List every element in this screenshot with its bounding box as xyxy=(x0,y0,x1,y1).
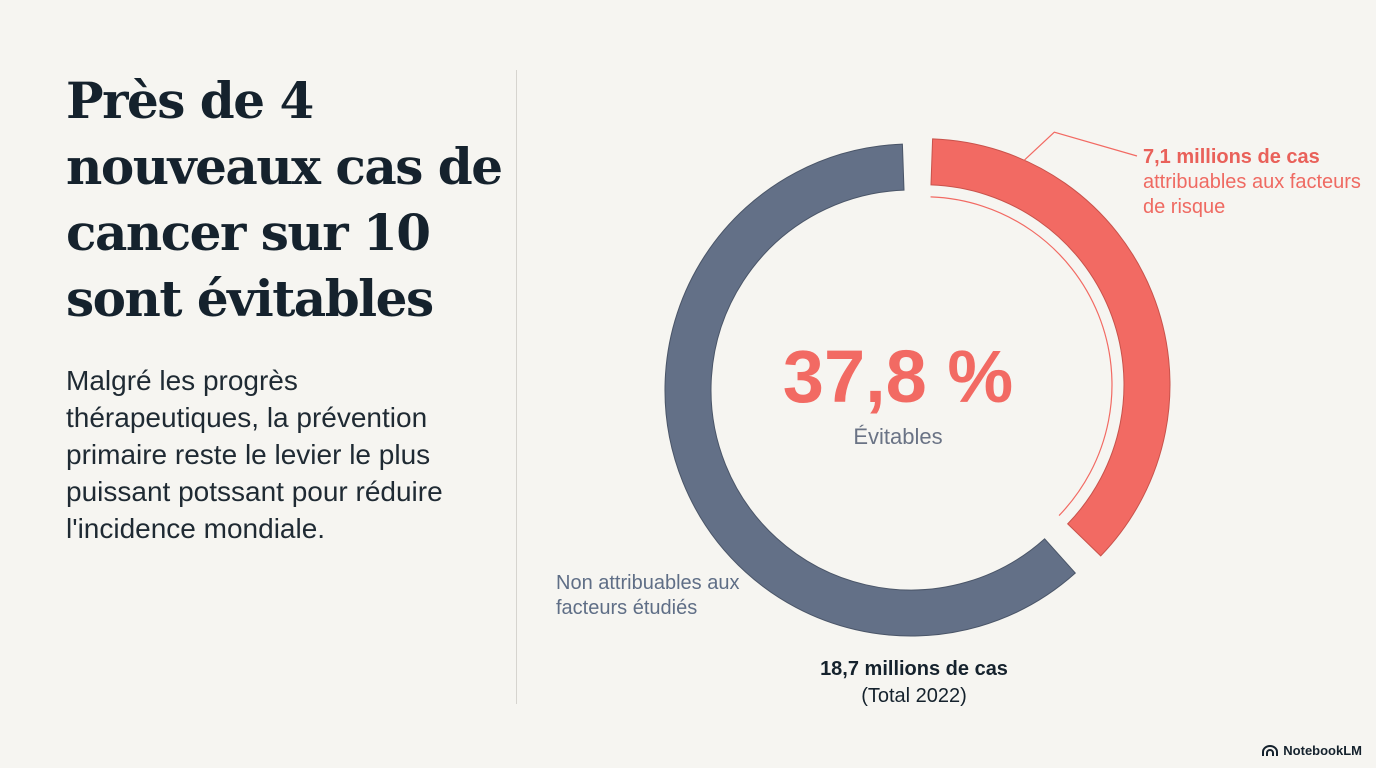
brand: NotebookLM xyxy=(1262,743,1362,758)
center-label: Évitables xyxy=(853,424,942,449)
total-note: (Total 2022) xyxy=(861,685,967,707)
total-cases: 18,7 millions de cas (Total 2022) xyxy=(764,656,1064,710)
legend-evitables: 7,1 millions de cas attribuables aux fac… xyxy=(1143,145,1363,220)
inner-highlight-arc xyxy=(930,196,1113,516)
notebooklm-logo-icon xyxy=(1262,744,1279,756)
body-text: Malgré les progrès thérapeutiques, la pr… xyxy=(66,365,443,544)
slice-non-attribuables xyxy=(664,143,1077,637)
legend-evitables-value: 7,1 millions de cas xyxy=(1143,146,1320,168)
legend-non-attribuables: Non attribuables aux facteurs étudiés xyxy=(556,572,740,619)
vertical-divider xyxy=(516,70,517,704)
center-value: 37,8 % xyxy=(783,335,1013,418)
slice-evitables xyxy=(930,138,1171,557)
brand-name: NotebookLM xyxy=(1283,743,1362,758)
total-value: 18,7 millions de cas xyxy=(820,658,1008,680)
legend-evitables-label: attribuables aux facteurs de risque xyxy=(1143,171,1361,218)
headline: Près de 4 nouveaux cas de cancer sur 10 … xyxy=(66,71,503,328)
leader-line xyxy=(1023,131,1138,161)
